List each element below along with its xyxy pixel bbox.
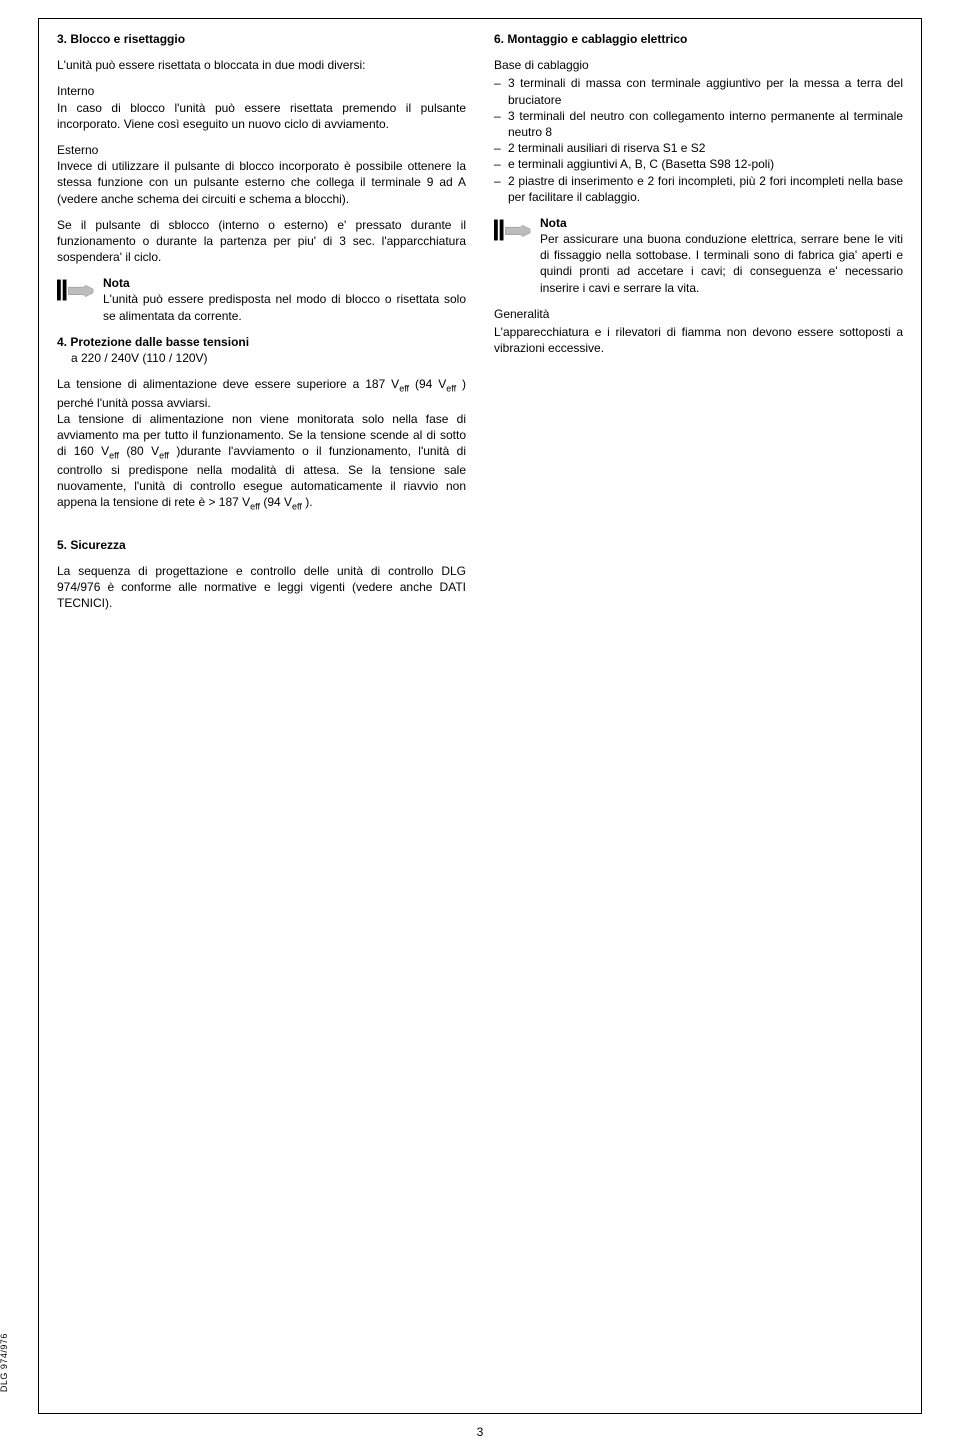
- pointing-hand-icon: [494, 217, 532, 243]
- list-item: –2 terminali ausiliari di riserva S1 e S…: [494, 140, 903, 156]
- base-cablaggio-list: –3 terminali di massa con terminale aggi…: [494, 75, 903, 205]
- list-item: –e terminali aggiuntivi A, B, C (Basetta…: [494, 156, 903, 172]
- note-text: L'unità può essere predisposta nel modo …: [103, 292, 466, 322]
- pointing-hand-icon: [57, 277, 95, 303]
- note-label: Nota: [103, 275, 466, 291]
- list-item: –3 terminali del neutro con collegamento…: [494, 108, 903, 140]
- note-label: Nota: [540, 215, 903, 231]
- interno-body: In caso di blocco l'unità può essere ris…: [57, 101, 466, 131]
- left-column: 3. Blocco e risettaggio L'unità può esse…: [57, 31, 466, 621]
- s4-sub: a 220 / 240V (110 / 120V): [57, 350, 466, 366]
- s6-note-body: Nota Per assicurare una buona conduzione…: [540, 215, 903, 296]
- section-4-title: 4. Protezione dalle basse tensioni: [57, 334, 466, 350]
- interno-head: Interno: [57, 84, 94, 98]
- list-item: –3 terminali di massa con terminale aggi…: [494, 75, 903, 107]
- note-text: Per assicurare una buona conduzione elet…: [540, 232, 903, 295]
- s3-intro: L'unità può essere risettata o bloccata …: [57, 57, 466, 73]
- s3-note-body: Nota L'unità può essere predisposta nel …: [103, 275, 466, 324]
- generalita-head: Generalità: [494, 306, 903, 322]
- section-3-title: 3. Blocco e risettaggio: [57, 31, 466, 47]
- right-column: 6. Montaggio e cablaggio elettrico Base …: [494, 31, 903, 621]
- generalita-body: L'apparecchiatura e i rilevatori di fiam…: [494, 324, 903, 356]
- page-frame: 3. Blocco e risettaggio L'unità può esse…: [38, 18, 922, 1414]
- list-item: –2 piastre di inserimento e 2 fori incom…: [494, 173, 903, 205]
- page-number: 3: [0, 1424, 960, 1440]
- s3-sblocco: Se il pulsante di sblocco (interno o est…: [57, 217, 466, 266]
- two-column-layout: 3. Blocco e risettaggio L'unità può esse…: [57, 31, 903, 621]
- s4-body: La tensione di alimentazione deve essere…: [57, 376, 466, 513]
- s5-body: La sequenza di progettazione e controllo…: [57, 563, 466, 612]
- base-cablaggio-head: Base di cablaggio: [494, 57, 903, 73]
- section-5-title: 5. Sicurezza: [57, 537, 466, 553]
- esterno-body: Invece di utilizzare il pulsante di bloc…: [57, 159, 466, 205]
- s6-note: Nota Per assicurare una buona conduzione…: [494, 215, 903, 296]
- s3-esterno: Esterno Invece di utilizzare il pulsante…: [57, 142, 466, 207]
- esterno-head: Esterno: [57, 143, 98, 157]
- section-6-title: 6. Montaggio e cablaggio elettrico: [494, 31, 903, 47]
- document-code-label: DLG 974/976: [0, 1333, 10, 1392]
- s3-interno: Interno In caso di blocco l'unità può es…: [57, 83, 466, 132]
- s3-note: Nota L'unità può essere predisposta nel …: [57, 275, 466, 324]
